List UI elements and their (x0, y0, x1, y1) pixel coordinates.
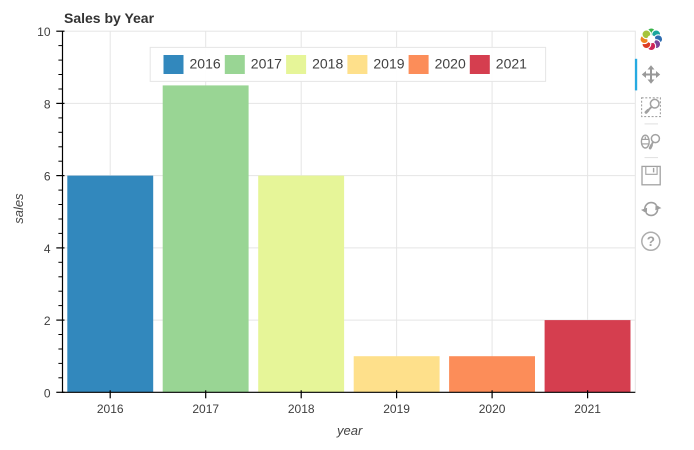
svg-text:2018: 2018 (288, 402, 315, 416)
svg-text:2017: 2017 (192, 402, 219, 416)
svg-text:2: 2 (44, 314, 51, 328)
svg-text:2016: 2016 (190, 56, 221, 72)
svg-text:2020: 2020 (479, 402, 506, 416)
svg-text:0: 0 (44, 386, 51, 400)
svg-text:2016: 2016 (97, 402, 124, 416)
svg-text:Sales by Year: Sales by Year (64, 10, 155, 26)
svg-text:2019: 2019 (373, 56, 404, 72)
svg-text:year: year (336, 423, 363, 438)
svg-text:2020: 2020 (435, 56, 466, 72)
svg-text:?: ? (647, 234, 655, 249)
svg-text:2019: 2019 (383, 402, 410, 416)
svg-text:8: 8 (44, 97, 51, 111)
svg-text:sales: sales (11, 193, 26, 224)
svg-text:2021: 2021 (496, 56, 527, 72)
svg-text:2017: 2017 (251, 56, 282, 72)
svg-text:10: 10 (37, 25, 51, 39)
svg-text:6: 6 (44, 170, 51, 184)
svg-text:4: 4 (44, 242, 51, 256)
svg-text:2018: 2018 (312, 56, 343, 72)
svg-text:2021: 2021 (574, 402, 601, 416)
